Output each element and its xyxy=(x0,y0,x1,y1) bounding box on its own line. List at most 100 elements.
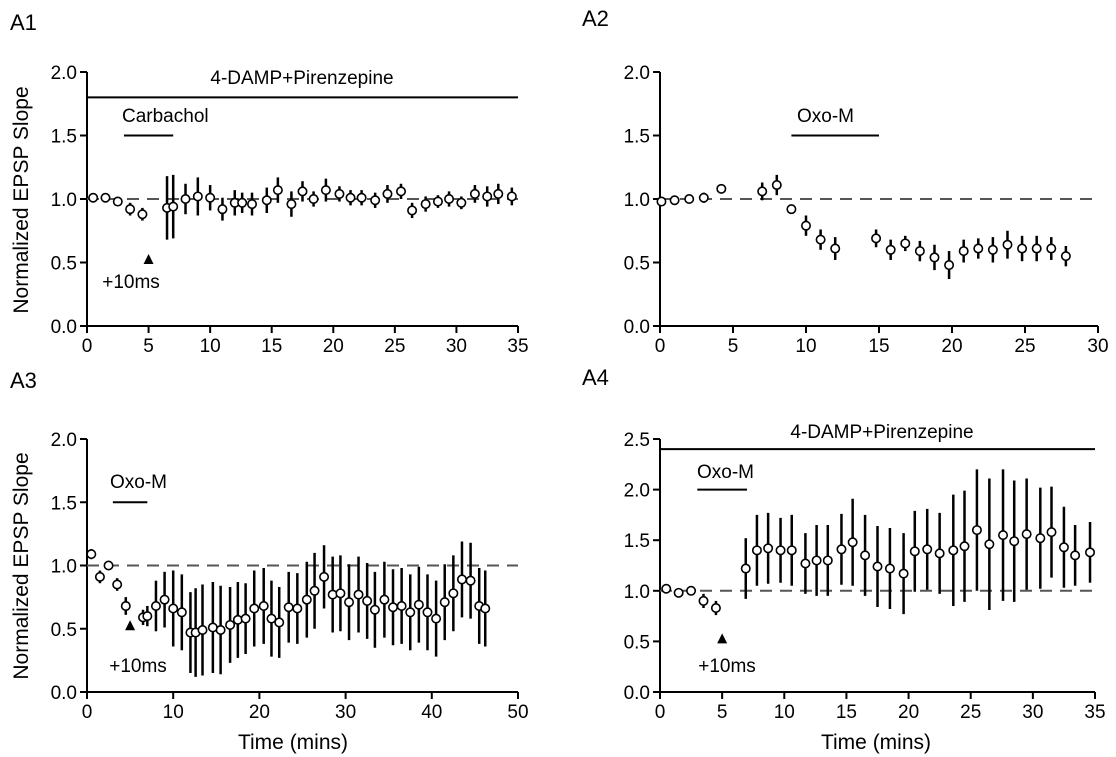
data-point-a1-29 xyxy=(444,194,455,205)
data-point-a4-15 xyxy=(860,550,871,561)
x-tick-label-a4-4: 20 xyxy=(898,702,919,723)
data-point-a3-1 xyxy=(94,571,105,582)
x-tick-label-a1-1: 5 xyxy=(143,336,154,357)
data-point-a2-17 xyxy=(958,246,969,257)
panel-a3: A3 Normalized EPSP Slope Time (mins) 0.0… xyxy=(10,368,529,754)
x-tick-label-a4-7: 35 xyxy=(1084,702,1105,723)
data-point-a3-36 xyxy=(396,600,407,611)
x-tick-label-a1-0: 0 xyxy=(82,336,93,357)
data-point-a3-33 xyxy=(369,604,380,615)
x-tick-label-a1-3: 15 xyxy=(261,336,282,357)
plot-a4: 0.0 0.5 1.0 1.5 2.0 2.5 0 5 10 15 20 25 30 35 xyxy=(624,430,1106,723)
data-point-a4-10 xyxy=(800,558,811,569)
y-tick-label-a2-1: 0.5 xyxy=(624,254,650,275)
x-tick-label-a2-3: 15 xyxy=(868,336,889,357)
data-point-a2-16 xyxy=(944,260,955,271)
plot-a2: 0.0 0.5 1.0 1.5 2.0 0 5 10 15 20 25 30 xyxy=(624,63,1109,357)
y-tick-label-a2-0: 0.0 xyxy=(624,317,650,338)
data-point-a4-26 xyxy=(998,530,1009,541)
data-point-a1-33 xyxy=(493,188,504,199)
bar-label-a4-1: 4-DAMP+Pirenzepine xyxy=(790,422,973,443)
data-point-a4-24 xyxy=(971,525,982,536)
data-point-a2-4 xyxy=(716,183,727,194)
plot-a3: 0.0 0.5 1.0 1.5 2.0 0 10 20 30 40 50 xyxy=(51,430,529,723)
x-tick-label-a3-4: 40 xyxy=(421,702,442,723)
data-point-a3-34 xyxy=(379,594,390,605)
data-point-a3-40 xyxy=(431,613,442,624)
data-point-a1-9 xyxy=(205,192,216,203)
data-point-a4-30 xyxy=(1046,527,1057,538)
data-point-a4-3 xyxy=(698,595,709,606)
data-point-a1-13 xyxy=(247,199,258,210)
y-tick-label-a1-1: 0.5 xyxy=(51,254,77,275)
data-point-a4-32 xyxy=(1070,550,1081,561)
data-point-a1-27 xyxy=(420,199,431,210)
data-point-a1-30 xyxy=(456,197,467,208)
data-point-a1-3 xyxy=(125,204,136,215)
bar-label-a3-1: Oxo-M xyxy=(110,472,167,493)
data-point-a2-3 xyxy=(698,192,709,203)
y-axis-label-a3: Normalized EPSP Slope xyxy=(10,452,33,679)
data-point-a3-26 xyxy=(309,585,320,596)
plot-a1: 0.0 0.5 1.0 1.5 2.0 0 5 10 15 20 25 30 35 xyxy=(51,63,529,357)
data-point-a3-31 xyxy=(353,589,364,600)
data-point-a3-39 xyxy=(422,607,433,618)
x-tick-label-a4-0: 0 xyxy=(655,702,666,723)
data-point-a4-28 xyxy=(1021,529,1032,540)
data-point-a4-25 xyxy=(984,539,995,550)
data-point-a4-1 xyxy=(673,587,684,598)
data-point-a4-8 xyxy=(775,545,786,556)
panel-a1: A1 Normalized EPSP Slope 0.0 0.5 1.0 1.5 2.0… xyxy=(10,10,529,357)
data-point-a1-2 xyxy=(112,196,123,207)
data-point-a1-14 xyxy=(261,195,272,206)
x-tick-label-a3-0: 0 xyxy=(82,702,93,723)
data-point-a4-18 xyxy=(898,568,909,579)
data-point-a3-32 xyxy=(362,595,373,606)
panel-a2: A2 0.0 0.5 1.0 1.5 2.0 0 5 10 15 20 25 30 Oxo-M xyxy=(582,6,1109,357)
data-point-a3-2 xyxy=(103,560,114,571)
data-point-a1-22 xyxy=(356,192,367,203)
arrow-marker-a1 xyxy=(143,253,154,264)
data-point-a2-19 xyxy=(987,244,998,255)
data-point-a3-19 xyxy=(249,603,260,614)
data-point-a1-18 xyxy=(308,194,319,205)
y-axis-label-a1: Normalized EPSP Slope xyxy=(10,86,33,313)
data-point-a3-10 xyxy=(176,607,187,618)
data-point-a2-1 xyxy=(669,195,680,206)
y-tick-label-a3-2: 1.0 xyxy=(51,557,77,578)
data-point-a2-21 xyxy=(1017,243,1028,254)
data-point-a2-0 xyxy=(656,196,667,207)
y-tick-label-a2-3: 1.5 xyxy=(624,127,650,148)
data-point-a1-12 xyxy=(237,197,248,208)
data-point-a4-7 xyxy=(763,543,774,554)
x-tick-label-a2-0: 0 xyxy=(655,336,666,357)
data-point-a3-27 xyxy=(319,571,330,582)
x-tick-label-a2-2: 10 xyxy=(795,336,816,357)
y-tick-label-a3-1: 0.5 xyxy=(51,620,77,641)
y-tick-label-a1-4: 2.0 xyxy=(51,63,77,84)
panel-a4: A4 Time (mins) 0.0 0.5 1.0 1.5 2.0 2.5 0 5 10 15 2… xyxy=(582,365,1106,754)
data-point-a4-16 xyxy=(872,561,883,572)
arrow-label-a3: +10ms xyxy=(109,656,167,677)
data-point-a3-18 xyxy=(240,613,251,624)
data-point-a2-8 xyxy=(800,220,811,231)
x-tick-label-a3-5: 50 xyxy=(507,702,528,723)
y-tick-label-a4-2: 1.0 xyxy=(624,582,650,603)
data-point-a4-5 xyxy=(740,563,751,574)
bar-label-a4-2: Oxo-M xyxy=(697,462,754,483)
y-tick-label-a1-3: 1.5 xyxy=(51,127,77,148)
x-tick-label-a1-2: 10 xyxy=(200,336,221,357)
arrow-label-a4: +10ms xyxy=(698,656,756,677)
data-point-a4-19 xyxy=(909,546,920,557)
data-point-a1-8 xyxy=(192,191,203,202)
data-point-a4-21 xyxy=(934,548,945,559)
y-tick-label-a3-4: 2.0 xyxy=(51,430,77,451)
data-point-a3-41 xyxy=(439,597,450,608)
x-tick-label-a3-1: 10 xyxy=(163,702,184,723)
data-point-a1-17 xyxy=(297,186,308,197)
data-point-a2-22 xyxy=(1031,243,1042,254)
data-point-a4-4 xyxy=(710,603,721,614)
data-point-a4-0 xyxy=(661,583,672,594)
data-point-a2-6 xyxy=(771,180,782,191)
